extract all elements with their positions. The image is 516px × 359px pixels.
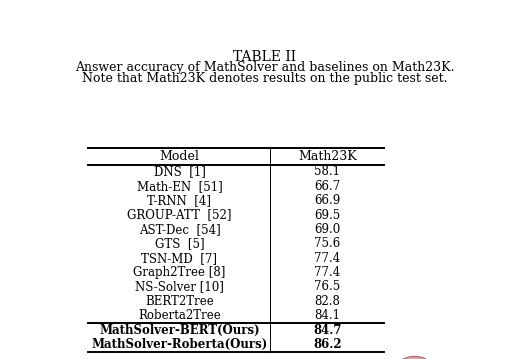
Text: 66.7: 66.7 xyxy=(314,180,341,193)
Text: 86.2: 86.2 xyxy=(313,338,342,351)
Text: Note that Math23K denotes results on the public test set.: Note that Math23K denotes results on the… xyxy=(82,72,447,85)
Text: 77.4: 77.4 xyxy=(314,252,341,265)
Text: NS-Solver [10]: NS-Solver [10] xyxy=(135,280,224,293)
Text: MathSolver-BERT(Ours): MathSolver-BERT(Ours) xyxy=(99,323,260,336)
Text: 82.8: 82.8 xyxy=(315,295,341,308)
Text: T-RNN  [4]: T-RNN [4] xyxy=(148,194,212,207)
Text: 58.1: 58.1 xyxy=(314,165,341,178)
Text: Answer accuracy of MathSolver and baselines on Math23K.: Answer accuracy of MathSolver and baseli… xyxy=(75,61,454,74)
Text: Roberta2Tree: Roberta2Tree xyxy=(138,309,221,322)
Text: DNS  [1]: DNS [1] xyxy=(154,165,205,178)
Text: 75.6: 75.6 xyxy=(314,237,341,250)
Ellipse shape xyxy=(397,356,431,359)
Text: AST-Dec  [54]: AST-Dec [54] xyxy=(139,223,220,236)
Text: 84.7: 84.7 xyxy=(313,323,342,336)
Text: Math23K: Math23K xyxy=(298,150,357,163)
Text: 69.5: 69.5 xyxy=(314,209,341,222)
Text: GROUP-ATT  [52]: GROUP-ATT [52] xyxy=(127,209,232,222)
Text: Model: Model xyxy=(159,150,199,163)
Text: 77.4: 77.4 xyxy=(314,266,341,279)
Text: TSN-MD  [7]: TSN-MD [7] xyxy=(141,252,217,265)
Text: 66.9: 66.9 xyxy=(314,194,341,207)
Text: GTS  [5]: GTS [5] xyxy=(155,237,204,250)
Text: MathSolver-Roberta(Ours): MathSolver-Roberta(Ours) xyxy=(91,338,268,351)
Text: Graph2Tree [8]: Graph2Tree [8] xyxy=(133,266,225,279)
Text: 69.0: 69.0 xyxy=(314,223,341,236)
Text: 84.1: 84.1 xyxy=(314,309,341,322)
Text: TABLE II: TABLE II xyxy=(233,50,296,64)
Text: 76.5: 76.5 xyxy=(314,280,341,293)
Text: BERT2Tree: BERT2Tree xyxy=(145,295,214,308)
Text: Math-EN  [51]: Math-EN [51] xyxy=(137,180,222,193)
